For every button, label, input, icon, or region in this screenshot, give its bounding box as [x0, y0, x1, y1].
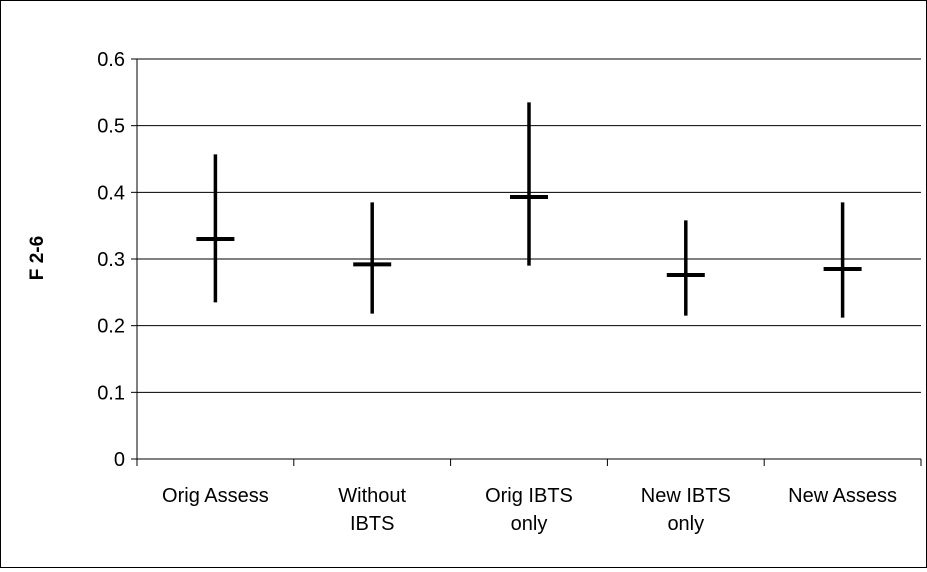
- y-tick-label: 0: [114, 449, 125, 471]
- x-tick-label: New IBTS only: [641, 485, 731, 535]
- y-axis-label: F 2-6: [27, 236, 48, 280]
- y-tick-label: 0.2: [97, 316, 125, 338]
- y-tick-label: 0.1: [97, 382, 125, 404]
- x-tick-labels: Orig Assess Without IBTS Orig IBTS only New I…: [162, 485, 897, 535]
- x-tick-label: Orig Assess: [162, 485, 269, 507]
- y-tick-label: 0.5: [97, 116, 125, 138]
- x-tick-label: Orig IBTS only: [485, 485, 573, 535]
- axes: [131, 58, 922, 466]
- data-marks: [196, 102, 862, 318]
- x-tick-label: New Assess: [788, 485, 897, 507]
- y-tick-label: 0.6: [97, 49, 125, 71]
- y-tick-labels: 0 0.1 0.2 0.3 0.4 0.5 0.6: [97, 49, 125, 471]
- y-tick-label: 0.4: [97, 182, 125, 204]
- y-tick-label: 0.3: [97, 249, 125, 271]
- x-tick-label: Without IBTS: [338, 485, 406, 535]
